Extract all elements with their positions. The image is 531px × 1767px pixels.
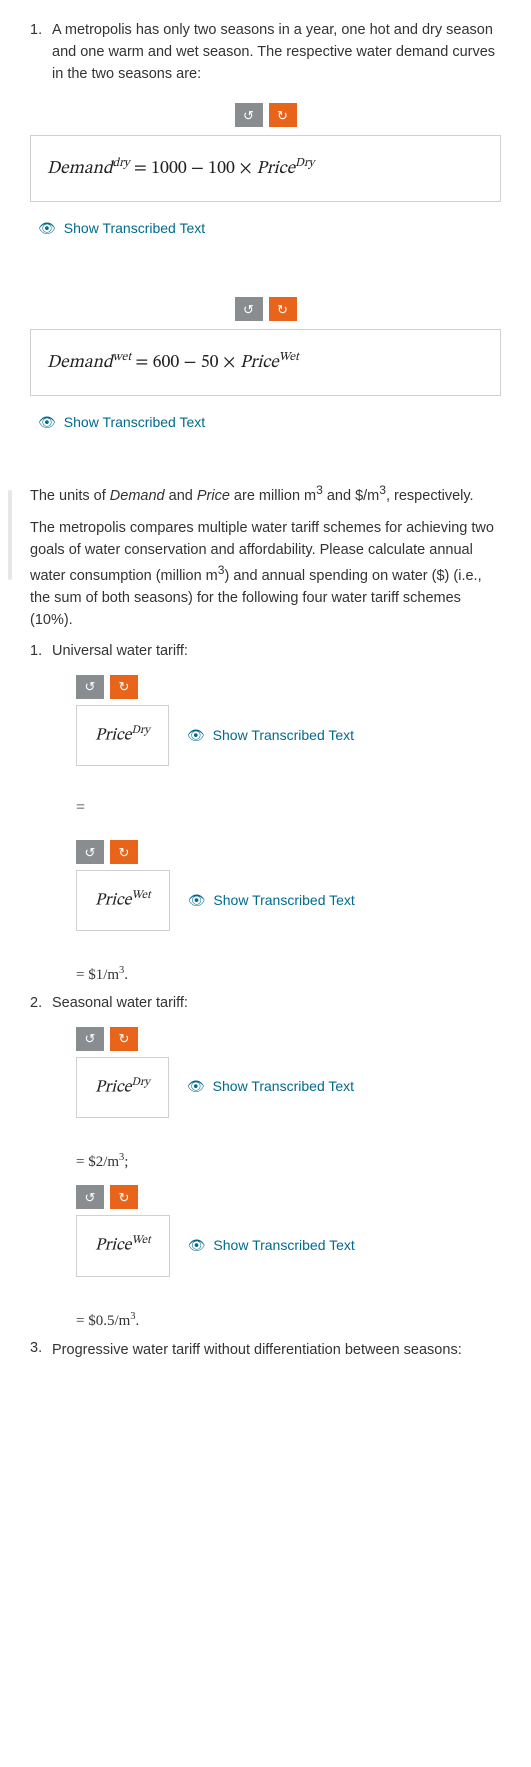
value-2a: = $2/m3; <box>76 1150 501 1174</box>
eq-rhs-base: Price <box>256 160 295 178</box>
text: and <box>165 488 197 504</box>
question-text: A metropolis has only two seasons in a y… <box>52 20 501 85</box>
show-transcribed-link[interactable]: 👁 Show Transcribed Text <box>187 725 354 746</box>
undo-button[interactable]: ↺ <box>235 297 263 321</box>
show-transcribed-label: Show Transcribed Text <box>213 1076 354 1097</box>
redo-button[interactable]: ↻ <box>110 1027 138 1051</box>
eye-icon: 👁 <box>38 412 56 433</box>
equation-price-dry: PriceDry <box>76 1057 169 1118</box>
equals-sign: = <box>76 796 501 820</box>
text: = $0.5/m <box>76 1313 130 1329</box>
redo-button[interactable]: ↻ <box>110 840 138 864</box>
text: = $1/m <box>76 967 119 983</box>
undo-button[interactable]: ↺ <box>76 675 104 699</box>
show-transcribed-link[interactable]: 👁 Show Transcribed Text <box>188 1235 355 1256</box>
undo-button[interactable]: ↺ <box>76 1185 104 1209</box>
equation-controls: ↺ ↻ <box>76 1027 501 1051</box>
text: are million m <box>230 488 316 504</box>
eye-icon: 👁 <box>187 725 205 746</box>
show-transcribed-label: Show Transcribed Text <box>213 1235 354 1256</box>
sub-question-2: 2. Seasonal water tariff: <box>30 993 501 1015</box>
text: = $2/m <box>76 1154 119 1170</box>
show-transcribed-link[interactable]: 👁 Show Transcribed Text <box>38 412 205 433</box>
base: Price <box>95 1238 131 1255</box>
text: . <box>136 1313 140 1329</box>
equation-demand-wet: Demandwet = 600 − 50 × PriceWet <box>30 329 501 396</box>
text: and $/m <box>323 488 379 504</box>
redo-button[interactable]: ↻ <box>110 675 138 699</box>
base: Price <box>95 1079 131 1096</box>
eye-icon: 👁 <box>38 218 56 239</box>
show-transcribed-link[interactable]: 👁 Show Transcribed Text <box>188 890 355 911</box>
show-transcribed-label: Show Transcribed Text <box>64 412 205 433</box>
sup: Wet <box>131 1234 150 1246</box>
eq-mid: = 1000 − 100 × <box>130 160 257 178</box>
eq-rhs-sup: Dry <box>295 157 315 169</box>
show-transcribed-label: Show Transcribed Text <box>213 890 354 911</box>
undo-button[interactable]: ↺ <box>235 103 263 127</box>
equation-controls: ↺ ↻ <box>76 840 501 864</box>
value-2b: = $0.5/m3. <box>76 1309 501 1333</box>
eq-rhs-base: Price <box>240 354 279 372</box>
sub-question-3: 3. Progressive water tariff without diff… <box>30 1338 501 1360</box>
sub-text: Progressive water tariff without differe… <box>52 1340 462 1358</box>
show-transcribed-label: Show Transcribed Text <box>64 218 205 239</box>
demand-term: Demand <box>110 488 165 504</box>
question-1: 1. A metropolis has only two seasons in … <box>30 20 501 85</box>
redo-button[interactable]: ↻ <box>269 297 297 321</box>
equation-controls: ↺ ↻ <box>76 675 501 699</box>
eq-lhs-sup: dry <box>113 157 130 169</box>
scrollbar[interactable] <box>8 490 12 580</box>
eye-icon: 👁 <box>187 1076 205 1097</box>
equation-price-wet: PriceWet <box>76 870 170 931</box>
eq-lhs-sup: wet <box>113 351 132 363</box>
value-1: = $1/m3. <box>76 963 501 987</box>
question-number: 1. <box>30 20 52 85</box>
undo-button[interactable]: ↺ <box>76 1027 104 1051</box>
eq-lhs-base: Demand <box>47 354 113 372</box>
equation-controls: ↺ ↻ <box>76 1185 501 1209</box>
units-paragraph: The units of Demand and Price are millio… <box>30 481 501 508</box>
text: ; <box>124 1154 128 1170</box>
equation-price-wet: PriceWet <box>76 1215 170 1276</box>
eq-mid: = 600 − 50 × <box>131 354 240 372</box>
text: , respectively. <box>386 488 474 504</box>
eye-icon: 👁 <box>188 1235 206 1256</box>
sub-text: Universal water tariff: <box>52 641 188 663</box>
base: Price <box>95 728 131 745</box>
sup: 3 <box>316 483 323 497</box>
compare-paragraph: The metropolis compares multiple water t… <box>30 518 501 632</box>
sup: Wet <box>131 889 150 901</box>
equation-demand-dry: Demanddry = 1000 − 100 × PriceDry <box>30 135 501 202</box>
sup: Dry <box>131 724 149 736</box>
sup: Dry <box>131 1076 149 1088</box>
sub-number: 3. <box>30 1338 52 1360</box>
eq-lhs-base: Demand <box>47 160 113 178</box>
price-term: Price <box>197 488 230 504</box>
show-transcribed-link[interactable]: 👁 Show Transcribed Text <box>38 218 205 239</box>
equation-controls-2: ↺ ↻ <box>30 297 501 321</box>
redo-button[interactable]: ↻ <box>110 1185 138 1209</box>
sub-number: 1. <box>30 641 52 663</box>
sub-number: 2. <box>30 993 52 1015</box>
text: The units of <box>30 488 110 504</box>
show-transcribed-label: Show Transcribed Text <box>213 725 354 746</box>
equation-controls-1: ↺ ↻ <box>30 103 501 127</box>
sub-text: Seasonal water tariff: <box>52 993 188 1015</box>
text: . <box>124 967 128 983</box>
undo-button[interactable]: ↺ <box>76 840 104 864</box>
redo-button[interactable]: ↻ <box>269 103 297 127</box>
base: Price <box>95 893 131 910</box>
eye-icon: 👁 <box>188 890 206 911</box>
eq-rhs-sup: Wet <box>279 351 299 363</box>
sup: 3 <box>379 483 386 497</box>
equation-price-dry: PriceDry <box>76 705 169 766</box>
sub-question-1: 1. Universal water tariff: <box>30 641 501 663</box>
show-transcribed-link[interactable]: 👁 Show Transcribed Text <box>187 1076 354 1097</box>
